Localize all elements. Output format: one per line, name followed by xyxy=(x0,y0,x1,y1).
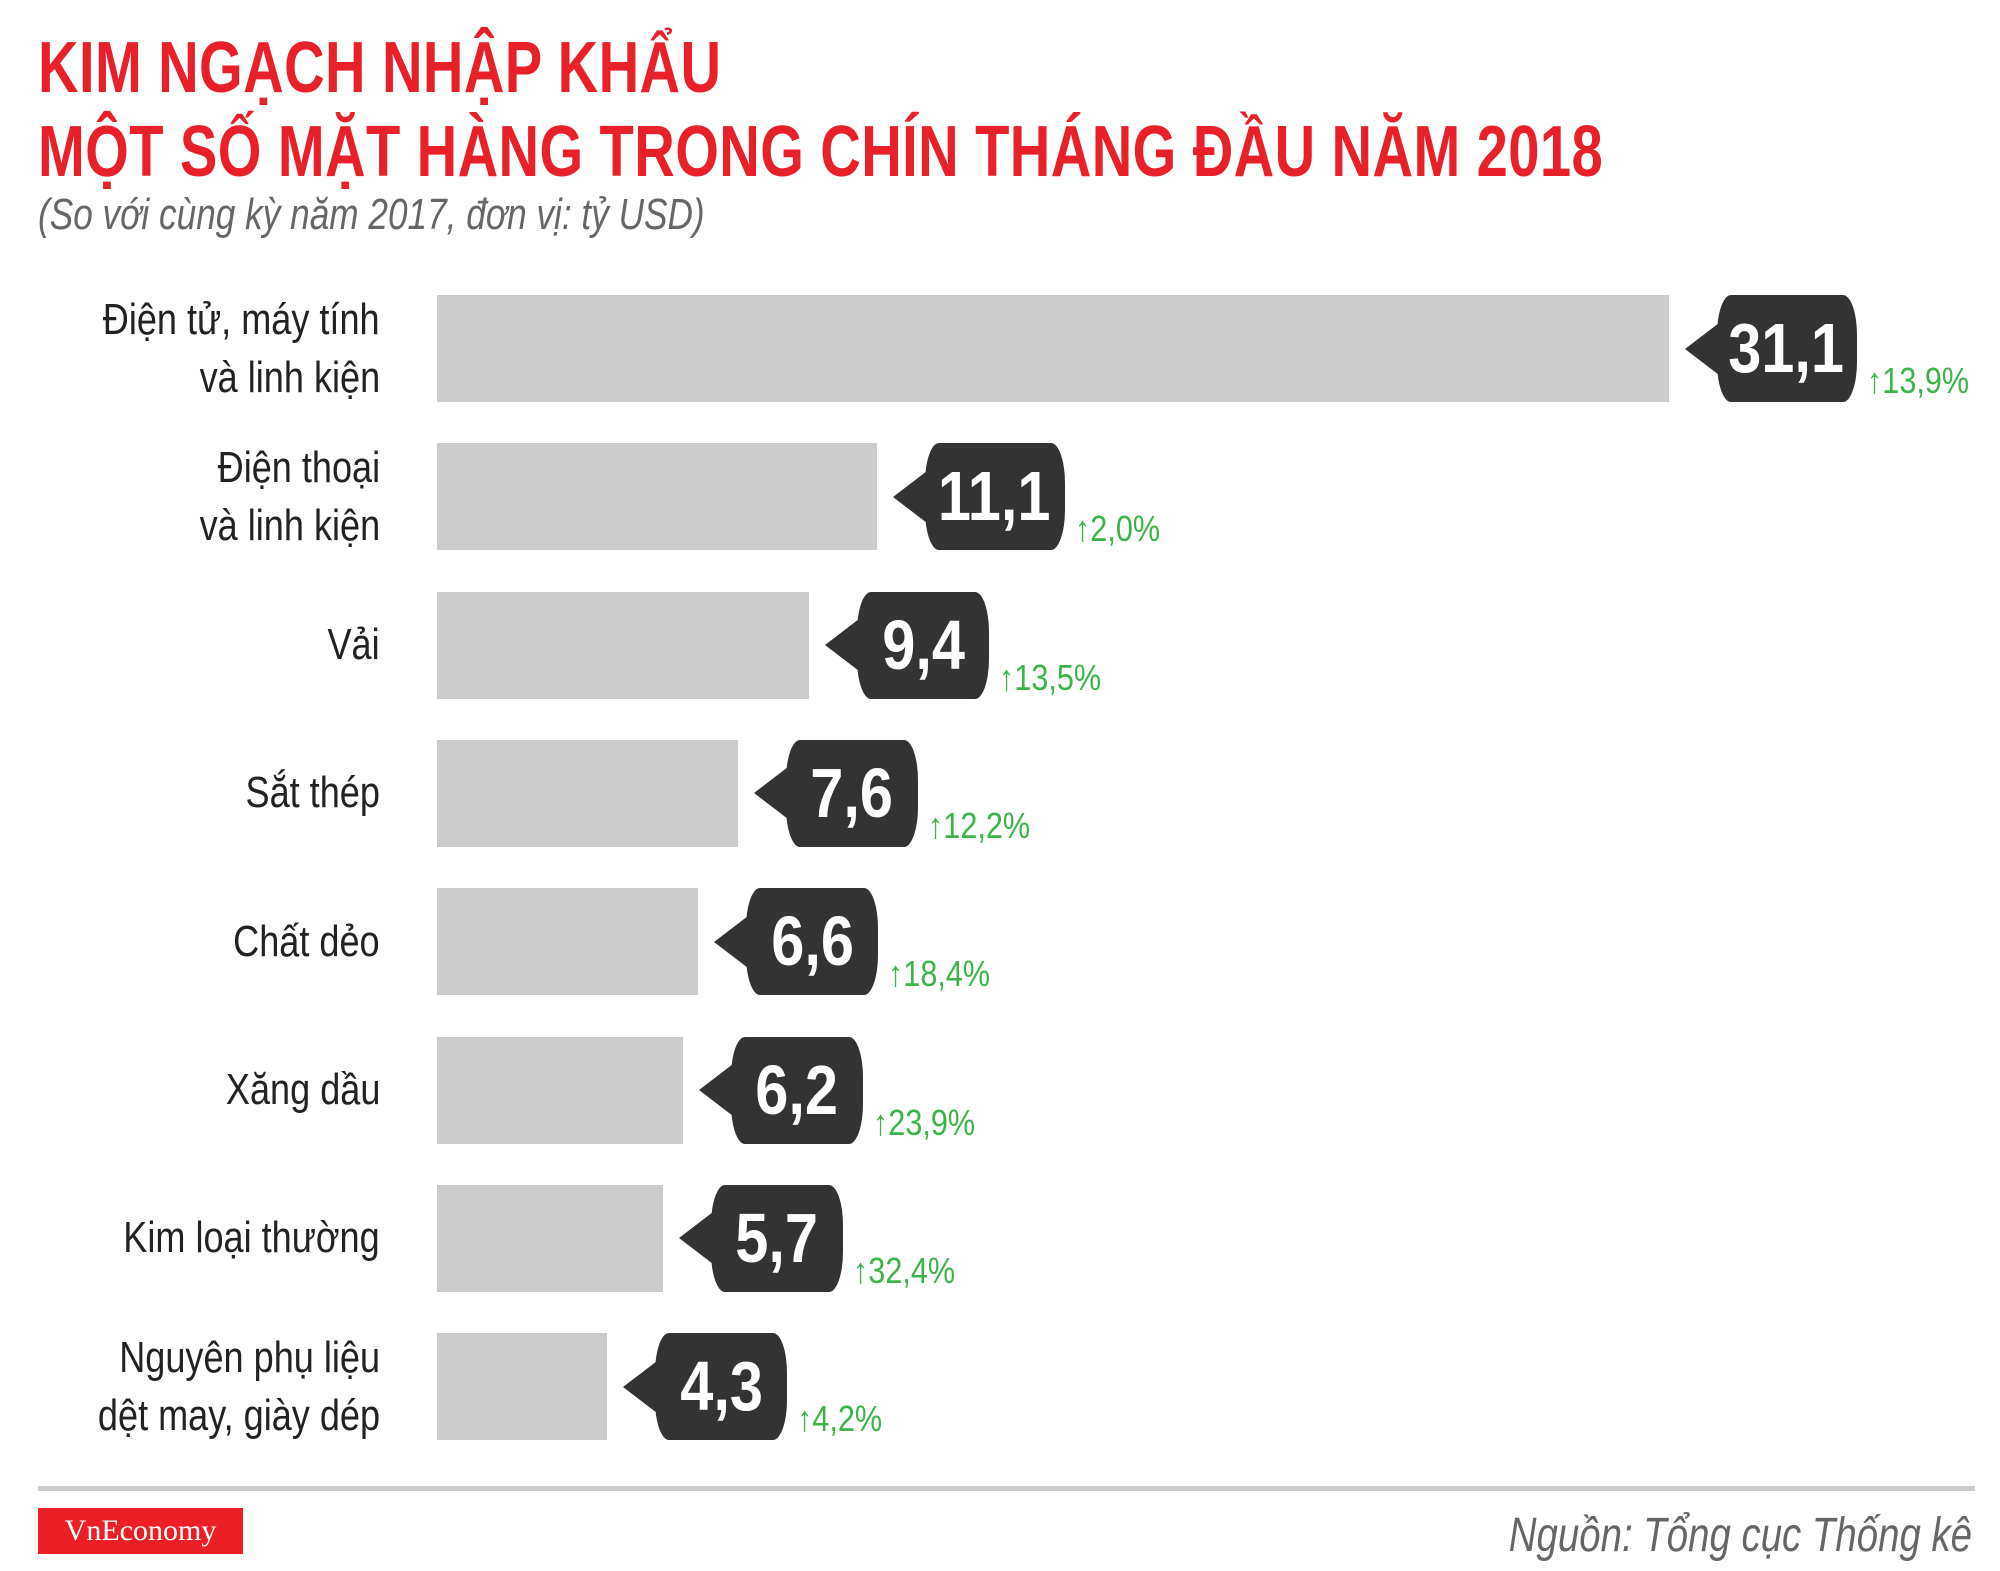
value-label-box: 6,6 xyxy=(746,888,879,996)
callout-pointer xyxy=(1684,322,1719,375)
callout-pointer xyxy=(714,915,749,968)
source-note: Nguồn: Tổng cục Thống kê xyxy=(1508,1509,1972,1562)
change-value: 13,9% xyxy=(1881,360,1969,401)
chart-title: KIM NGẠCH NHẬP KHẨU xyxy=(38,28,722,108)
bar xyxy=(437,591,810,699)
bar xyxy=(437,1036,683,1144)
vneconomy-logo: VnEconomy xyxy=(38,1508,243,1554)
bar xyxy=(437,1333,608,1441)
change-label: ↑13,9% xyxy=(1867,360,1969,402)
callout-pointer xyxy=(623,1360,658,1413)
value-label: 4,3 xyxy=(679,1347,763,1426)
change-value: 12,2% xyxy=(943,804,1031,846)
change-value: 4,2% xyxy=(812,1398,883,1440)
change-label: ↑18,4% xyxy=(888,953,990,995)
category-label: Điện thoại và linh kiện xyxy=(0,439,380,555)
chart-title-line2: MỘT SỐ MẶT HÀNG TRONG CHÍN THÁNG ĐẦU NĂM… xyxy=(38,112,1604,192)
change-label: ↑12,2% xyxy=(928,805,1030,847)
change-value: 18,4% xyxy=(903,953,991,995)
category-label-line: Chất dẻo xyxy=(233,916,380,966)
bar xyxy=(437,739,738,847)
value-label: 11,1 xyxy=(938,457,1051,536)
up-arrow-icon: ↑ xyxy=(888,953,904,995)
change-label: ↑13,5% xyxy=(999,657,1101,699)
bar xyxy=(437,888,699,996)
value-label-box: 9,4 xyxy=(857,591,990,699)
change-label: ↑23,9% xyxy=(873,1102,975,1144)
callout-pointer xyxy=(753,767,788,820)
category-label: Chất dẻo xyxy=(0,913,380,971)
callout-pointer xyxy=(698,1064,733,1116)
value-label-box: 7,6 xyxy=(785,739,918,847)
callout-pointer xyxy=(892,470,927,523)
bar xyxy=(437,295,1669,402)
footer-divider xyxy=(38,1486,1975,1491)
value-label: 6,6 xyxy=(771,902,854,981)
change-label: ↑4,2% xyxy=(797,1398,882,1440)
change-value: 32,4% xyxy=(868,1249,955,1291)
value-label-box: 5,7 xyxy=(710,1184,843,1292)
value-label: 31,1 xyxy=(1728,309,1845,387)
category-label-line: Nguyên phụ liệu xyxy=(119,1332,380,1382)
change-label: ↑2,0% xyxy=(1075,508,1160,550)
category-label: Vải xyxy=(0,616,380,674)
category-label-line: Sắt thép xyxy=(245,768,380,818)
category-label-line: Kim loại thường xyxy=(123,1213,380,1263)
up-arrow-icon: ↑ xyxy=(872,1101,888,1143)
bar xyxy=(437,443,877,551)
category-label: Nguyên phụ liệu dệt may, giày dép xyxy=(0,1329,380,1445)
value-label: 5,7 xyxy=(735,1198,819,1277)
category-label-line: Vải xyxy=(327,620,380,670)
category-label-line: và linh kiện xyxy=(199,500,380,550)
category-label: Điện tử, máy tính và linh kiện xyxy=(0,291,380,407)
up-arrow-icon: ↑ xyxy=(1074,508,1090,550)
value-label-box: 4,3 xyxy=(655,1333,788,1441)
category-label-line: dệt may, giày dép xyxy=(97,1390,380,1440)
value-label-box: 6,2 xyxy=(730,1036,863,1144)
category-label-line: Điện thoại xyxy=(217,442,380,492)
value-label-box: 11,1 xyxy=(924,443,1065,551)
chart-subtitle: (So với cùng kỳ năm 2017, đơn vị: tỷ USD… xyxy=(38,190,705,239)
up-arrow-icon: ↑ xyxy=(999,656,1015,698)
category-label: Kim loại thường xyxy=(0,1209,380,1267)
up-arrow-icon: ↑ xyxy=(797,1398,813,1440)
category-label-line: Xăng dầu xyxy=(225,1065,380,1114)
callout-pointer xyxy=(678,1212,713,1265)
up-arrow-icon: ↑ xyxy=(927,804,944,846)
change-value: 2,0% xyxy=(1089,508,1160,550)
change-label: ↑32,4% xyxy=(853,1250,955,1292)
category-label-line: và linh kiện xyxy=(199,352,380,402)
up-arrow-icon: ↑ xyxy=(1866,360,1882,401)
up-arrow-icon: ↑ xyxy=(852,1249,869,1291)
category-label: Xăng dầu xyxy=(0,1061,380,1119)
value-label: 7,6 xyxy=(810,753,894,832)
category-label-line: Điện tử, máy tính xyxy=(103,294,380,344)
change-value: 13,5% xyxy=(1014,656,1102,698)
change-value: 23,9% xyxy=(887,1101,975,1143)
bar xyxy=(437,1184,663,1292)
value-label-box: 31,1 xyxy=(1716,295,1857,402)
category-label: Sắt thép xyxy=(0,764,380,822)
value-label: 6,2 xyxy=(755,1050,838,1129)
value-label: 9,4 xyxy=(881,605,965,684)
callout-pointer xyxy=(825,619,860,672)
